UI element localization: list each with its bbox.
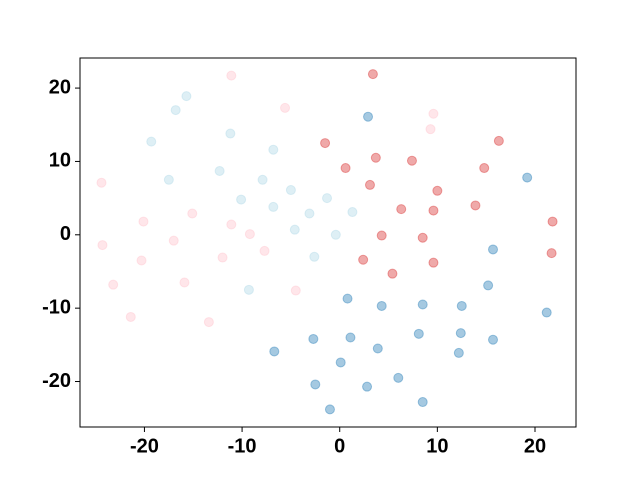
point <box>203 317 214 328</box>
point <box>387 268 398 279</box>
point <box>376 230 387 241</box>
point <box>138 216 149 227</box>
point <box>269 346 280 357</box>
point <box>413 328 424 339</box>
point <box>470 200 481 211</box>
point <box>136 255 147 266</box>
point <box>125 311 136 322</box>
point <box>308 333 319 344</box>
x-tick-label: 20 <box>524 435 546 457</box>
y-tick-label: -10 <box>42 296 71 318</box>
point <box>396 204 407 215</box>
y-tick-label: 0 <box>60 223 71 245</box>
point <box>268 201 279 212</box>
point <box>335 357 346 368</box>
point <box>96 177 107 188</box>
point <box>257 174 268 185</box>
point <box>428 205 439 216</box>
point <box>225 128 236 139</box>
point <box>428 108 439 119</box>
point <box>310 379 321 390</box>
point <box>364 179 375 190</box>
point <box>493 135 504 146</box>
point <box>330 229 341 240</box>
point <box>453 347 464 358</box>
point <box>547 216 558 227</box>
point <box>358 254 369 265</box>
point <box>340 163 351 174</box>
point <box>347 207 358 218</box>
point <box>290 285 301 296</box>
x-tick-label: 10 <box>426 435 448 457</box>
point <box>146 136 157 147</box>
point <box>280 102 291 113</box>
point <box>244 229 255 240</box>
point <box>97 240 108 251</box>
x-tick-label: -10 <box>228 435 257 457</box>
point <box>417 232 428 243</box>
point <box>342 293 353 304</box>
point <box>372 343 383 354</box>
point <box>163 174 174 185</box>
point <box>236 194 247 205</box>
point <box>456 300 467 311</box>
point <box>425 124 436 135</box>
point <box>432 185 443 196</box>
point <box>376 300 387 311</box>
point <box>217 252 228 263</box>
point <box>320 138 331 149</box>
point <box>488 244 499 255</box>
point <box>406 155 417 166</box>
point <box>259 245 270 256</box>
point <box>168 235 179 246</box>
point <box>309 251 320 262</box>
point <box>170 105 181 116</box>
point <box>479 163 490 174</box>
point <box>428 257 439 268</box>
point <box>181 91 192 102</box>
point <box>268 144 279 155</box>
x-tick-label: 0 <box>334 435 345 457</box>
point <box>226 70 237 81</box>
point <box>483 280 494 291</box>
plot-frame <box>79 57 577 428</box>
point <box>488 334 499 345</box>
point <box>179 277 190 288</box>
point <box>546 248 557 259</box>
point <box>226 219 237 230</box>
y-tick-label: -20 <box>42 370 71 392</box>
point <box>285 185 296 196</box>
point <box>367 69 378 80</box>
point <box>322 193 333 204</box>
point <box>304 208 315 219</box>
x-tick-label: -20 <box>130 435 159 457</box>
point <box>289 224 300 235</box>
y-tick-label: 20 <box>49 76 71 98</box>
point <box>522 172 533 183</box>
point <box>243 284 254 295</box>
y-tick-label: 10 <box>49 150 71 172</box>
point <box>108 279 119 290</box>
point <box>345 332 356 343</box>
point <box>417 397 428 408</box>
point <box>324 404 335 415</box>
point <box>417 299 428 310</box>
point <box>362 381 373 392</box>
point <box>363 111 374 122</box>
point <box>455 328 466 339</box>
point <box>370 152 381 163</box>
point <box>214 165 225 176</box>
point <box>393 372 404 383</box>
point <box>187 208 198 219</box>
point <box>541 307 552 318</box>
